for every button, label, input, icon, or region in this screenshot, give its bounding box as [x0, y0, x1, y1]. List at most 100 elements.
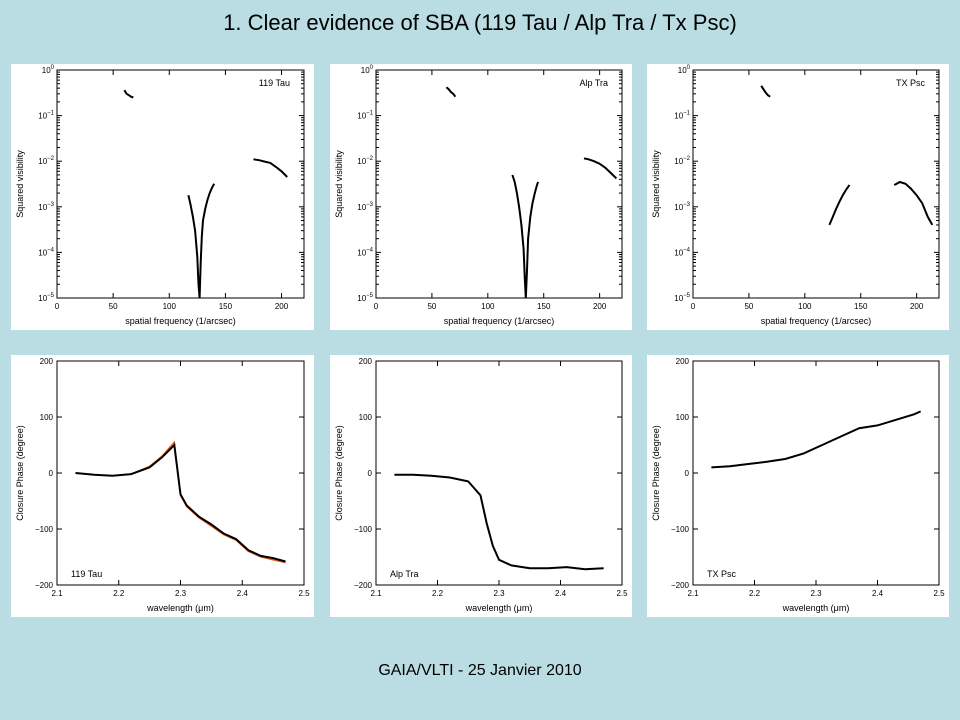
slide-footer: GAIA/VLTI - 25 Janvier 2010 — [378, 662, 582, 679]
y-tick-label: 100 — [40, 413, 54, 422]
y-tick-label: 10−1 — [674, 111, 690, 121]
x-tick-label: 2.5 — [616, 589, 628, 598]
x-tick-label: 50 — [427, 302, 436, 311]
y-tick-label: 10−4 — [674, 247, 690, 257]
y-tick-label: 200 — [40, 357, 54, 366]
x-tick-label: 0 — [691, 302, 696, 311]
data-series-1 — [711, 410, 922, 469]
y-tick-label: 0 — [368, 469, 373, 478]
y-axis-label: Squared visibility — [651, 150, 661, 218]
closure-chart-txpsc: 2.1 2.2 2.3 2.4 2.5 −200 −100 0 100 200 wavelength… — [651, 357, 945, 613]
x-tick-label: 150 — [854, 302, 868, 311]
x-tick-label: 2.2 — [432, 589, 444, 598]
x-tick-label: 200 — [910, 302, 924, 311]
y-tick-label: 10−5 — [357, 293, 373, 303]
data-series-1 — [511, 174, 540, 299]
y-tick-label: 100 — [42, 65, 55, 75]
x-axis-label: spatial frequency (1/arcsec) — [444, 316, 555, 326]
y-axis-label: Squared visibility — [334, 150, 344, 218]
plot-panel-119tau-visibility: 0 50 100 150 200 10−5 10−4 10−3 10−2 10−1 100 spati… — [11, 64, 314, 330]
plot-frame — [56, 360, 305, 586]
star-name-annotation: 119 Tau — [259, 78, 290, 88]
y-tick-label: −100 — [35, 525, 54, 534]
x-tick-label: 2.5 — [933, 589, 945, 598]
y-tick-label: 10−5 — [674, 293, 690, 303]
data-series-2 — [893, 180, 934, 226]
y-tick-label: 100 — [359, 413, 373, 422]
y-tick-label: 200 — [359, 357, 373, 366]
data-series-0 — [75, 440, 286, 564]
star-name-annotation: TX Psc — [896, 78, 926, 88]
x-tick-label: 2.4 — [872, 589, 884, 598]
y-tick-label: 0 — [49, 469, 54, 478]
y-tick-label: −200 — [35, 581, 54, 590]
y-axis-label: Squared visibility — [15, 150, 25, 218]
y-tick-label: 10−1 — [357, 111, 373, 121]
x-tick-label: 2.3 — [810, 589, 822, 598]
x-tick-label: 2.4 — [555, 589, 567, 598]
closure-chart-alptra: 2.1 2.2 2.3 2.4 2.5 −200 −100 0 100 200 wavelength… — [334, 357, 628, 613]
y-tick-label: 10−3 — [38, 202, 54, 212]
x-axis-label: wavelength (μm) — [782, 603, 850, 613]
slide-title: 1. Clear evidence of SBA (119 Tau / Alp … — [223, 10, 737, 35]
data-series-1 — [828, 184, 851, 226]
x-axis-label: wavelength (μm) — [146, 603, 214, 613]
x-axis-label: wavelength (μm) — [465, 603, 533, 613]
data-series-1 — [394, 473, 604, 571]
data-series-0 — [711, 410, 921, 469]
y-tick-label: 200 — [676, 357, 690, 366]
y-tick-label: 10−3 — [674, 202, 690, 212]
x-tick-label: 150 — [537, 302, 551, 311]
y-tick-label: 10−2 — [38, 156, 54, 166]
visibility-chart-txpsc: 0 50 100 150 200 10−5 10−4 10−3 10−2 10−1 100 spati… — [651, 65, 940, 326]
data-series-0 — [760, 85, 771, 98]
x-tick-label: 2.1 — [370, 589, 382, 598]
plot-frame — [56, 69, 305, 299]
closure-chart-119tau: 2.1 2.2 2.3 2.4 2.5 −200 −100 0 100 200 wavelength… — [15, 357, 310, 613]
data-series-2 — [583, 157, 618, 180]
visibility-chart-119tau: 0 50 100 150 200 10−5 10−4 10−3 10−2 10−1 100 spati… — [15, 65, 305, 326]
plot-panel-119tau-closure: 2.1 2.2 2.3 2.4 2.5 −200 −100 0 100 200 wavelength… — [11, 355, 314, 617]
y-axis-label: Closure Phase (degree) — [15, 425, 25, 521]
y-tick-label: 10−1 — [38, 111, 54, 121]
y-tick-label: 10−2 — [674, 156, 690, 166]
plot-frame — [375, 360, 623, 586]
y-axis-label: Closure Phase (degree) — [334, 425, 344, 521]
plot-panel-alptra-closure: 2.1 2.2 2.3 2.4 2.5 −200 −100 0 100 200 wavelength… — [330, 355, 632, 617]
y-tick-label: 10−4 — [357, 247, 373, 257]
data-series-1 — [75, 442, 286, 563]
y-tick-label: 100 — [678, 65, 691, 75]
x-tick-label: 100 — [163, 302, 177, 311]
plot-panel-alptra-visibility: 0 50 100 150 200 10−5 10−4 10−3 10−2 10−1 100 spati… — [330, 64, 632, 330]
y-tick-label: 100 — [361, 65, 374, 75]
x-tick-label: 50 — [744, 302, 753, 311]
x-tick-label: 0 — [55, 302, 60, 311]
x-tick-label: 200 — [593, 302, 607, 311]
x-axis-label: spatial frequency (1/arcsec) — [125, 316, 236, 326]
x-tick-label: 2.1 — [687, 589, 699, 598]
x-tick-label: 100 — [481, 302, 495, 311]
y-tick-label: 10−3 — [357, 202, 373, 212]
x-axis-label: spatial frequency (1/arcsec) — [761, 316, 872, 326]
y-tick-label: 0 — [685, 469, 690, 478]
data-series-1 — [187, 183, 216, 299]
plot-panel-txpsc-closure: 2.1 2.2 2.3 2.4 2.5 −200 −100 0 100 200 wavelength… — [647, 355, 949, 617]
x-tick-label: 2.3 — [493, 589, 505, 598]
x-tick-label: 200 — [275, 302, 289, 311]
x-tick-label: 2.2 — [749, 589, 761, 598]
star-name-annotation: TX Psc — [707, 569, 737, 579]
x-tick-label: 150 — [219, 302, 233, 311]
star-name-annotation: Alp Tra — [579, 78, 608, 88]
x-tick-label: 0 — [374, 302, 379, 311]
x-tick-label: 2.1 — [51, 589, 63, 598]
plot-panel-txpsc-visibility: 0 50 100 150 200 10−5 10−4 10−3 10−2 10−1 100 spati… — [647, 64, 949, 330]
x-tick-label: 2.3 — [175, 589, 187, 598]
y-tick-label: 100 — [676, 413, 690, 422]
y-tick-label: 10−4 — [38, 247, 54, 257]
plot-frame — [692, 360, 940, 586]
y-tick-label: −100 — [671, 525, 690, 534]
y-axis-label: Closure Phase (degree) — [651, 425, 661, 521]
plot-frame — [692, 69, 940, 299]
x-tick-label: 50 — [109, 302, 118, 311]
data-series-0 — [394, 473, 604, 571]
